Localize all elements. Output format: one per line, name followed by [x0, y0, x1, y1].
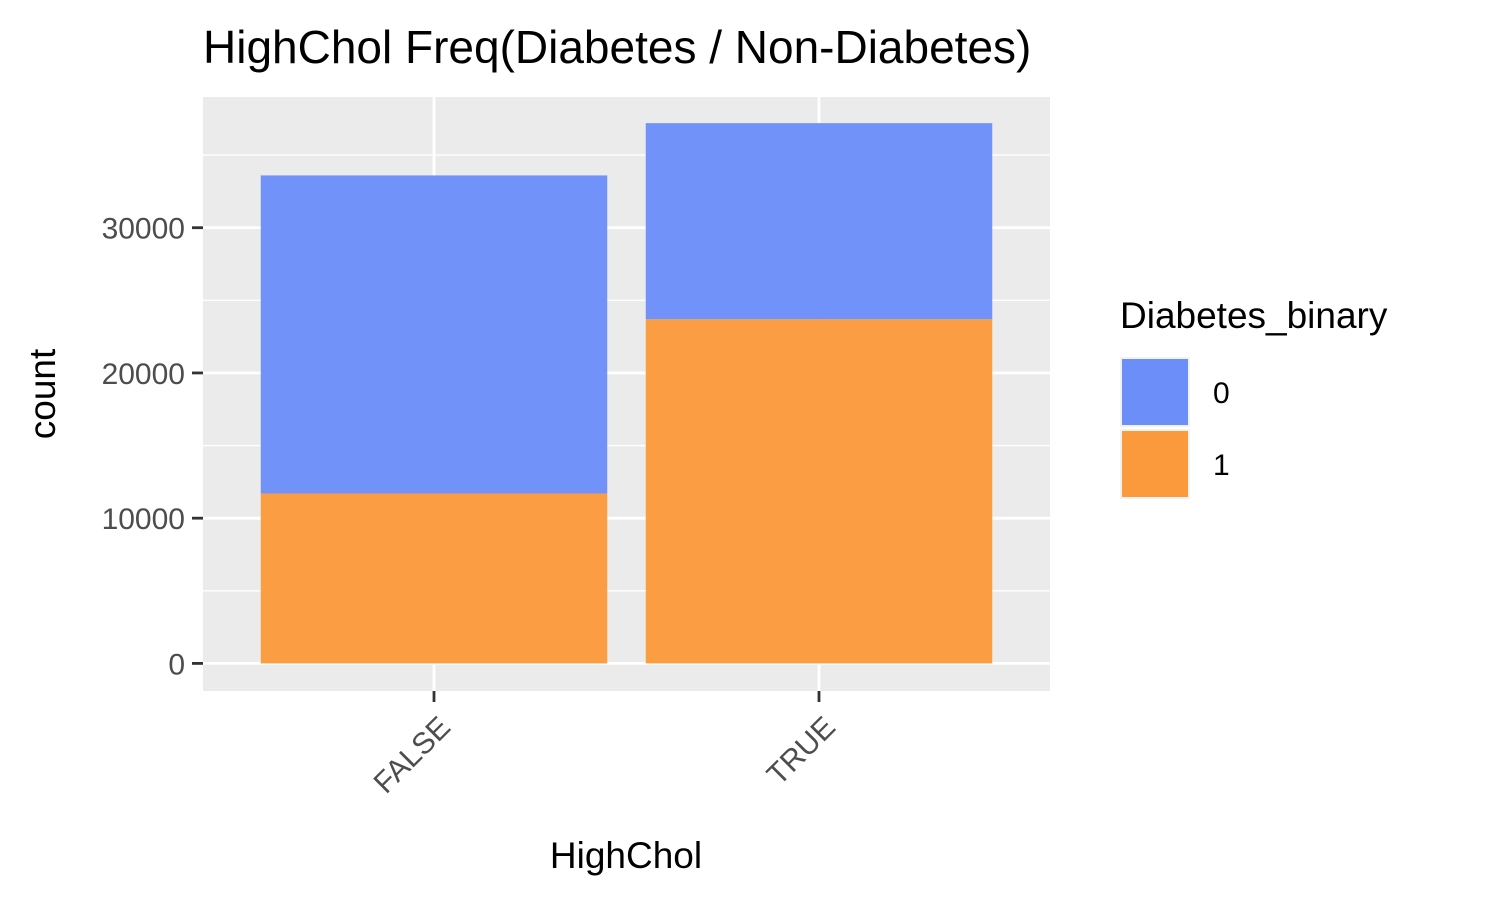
bars — [260, 123, 993, 664]
bar-false-series-0 — [260, 175, 608, 494]
y-axis-title: count — [22, 348, 63, 439]
y-tick-label: 30000 — [102, 213, 185, 246]
x-axis: FALSE TRUE — [368, 691, 842, 800]
legend-title: Diabetes_binary — [1120, 295, 1388, 336]
legend: Diabetes_binary 0 1 — [1120, 295, 1388, 499]
y-tick-label: 10000 — [102, 503, 185, 536]
legend-label-1: 1 — [1213, 449, 1230, 482]
y-tick-label: 0 — [168, 648, 185, 681]
legend-label-0: 0 — [1213, 377, 1230, 410]
bar-false-series-1 — [260, 493, 608, 664]
legend-key-0 — [1122, 359, 1188, 425]
x-tick-label: FALSE — [368, 711, 457, 800]
x-tick-label: TRUE — [761, 711, 842, 792]
x-axis-title: HighChol — [550, 835, 702, 876]
chart-title: HighChol Freq(Diabetes / Non-Diabetes) — [203, 21, 1031, 73]
bar-true-series-1 — [645, 319, 993, 664]
legend-key-1 — [1122, 431, 1188, 497]
bar-true-series-0 — [645, 123, 993, 320]
y-axis: 0 10000 20000 30000 — [102, 213, 203, 681]
y-tick-label: 20000 — [102, 358, 185, 391]
